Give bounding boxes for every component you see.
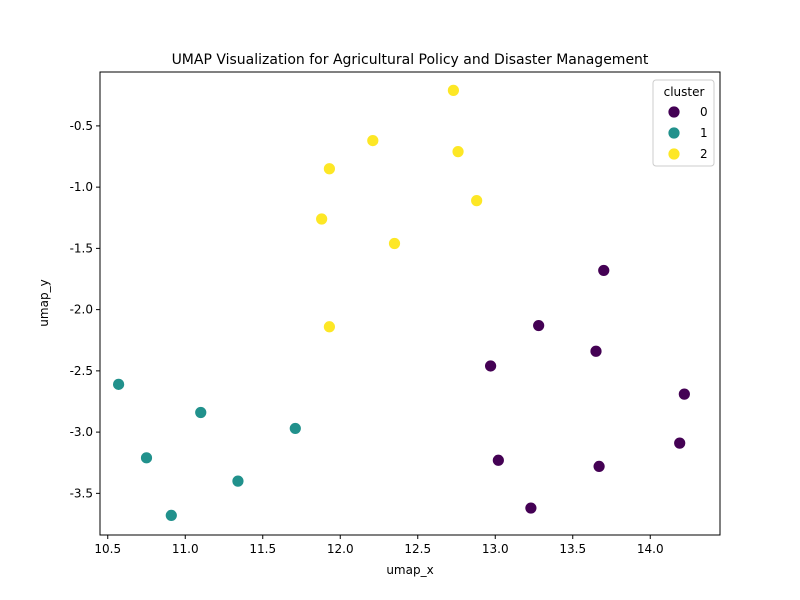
x-tick-label: 12.0 — [327, 542, 354, 556]
x-tick-label: 14.0 — [637, 542, 664, 556]
x-tick-label: 10.5 — [94, 542, 121, 556]
x-tick-label: 12.5 — [404, 542, 431, 556]
scatter-point-cluster-0 — [491, 453, 505, 467]
scatter-point-cluster-1 — [164, 509, 178, 522]
scatter-point-cluster-2 — [322, 320, 336, 334]
scatter-point-cluster-0 — [677, 387, 691, 401]
y-tick-label: -3.0 — [70, 425, 93, 439]
chart-title: UMAP Visualization for Agricultural Poli… — [172, 52, 649, 68]
legend-label: 2 — [700, 147, 708, 161]
scatter-point-cluster-0 — [592, 460, 606, 473]
legend-entries: 0 1 2 — [667, 105, 708, 161]
plot-frame — [99, 71, 721, 536]
scatter-point-cluster-2 — [366, 134, 380, 147]
y-tick-label: -2.0 — [70, 303, 93, 317]
x-tick-label: 13.5 — [559, 542, 586, 556]
scatter-point-cluster-2 — [388, 237, 401, 250]
y-axis-label: umap_y — [37, 279, 51, 326]
axis-ticks: 10.5 11.0 11.5 12.0 12.5 13.0 13.5 14.0 -0.5 -1.0… — [70, 119, 664, 556]
y-tick-label: -1.0 — [70, 180, 93, 194]
scatter-point-cluster-1 — [112, 377, 125, 391]
x-axis-label: umap_x — [386, 563, 433, 577]
legend-title: cluster — [664, 85, 705, 99]
scatter-point-cluster-2 — [446, 83, 460, 97]
legend-marker — [667, 147, 681, 161]
scatter-point-cluster-1 — [231, 474, 245, 488]
scatter-point-cluster-0 — [532, 319, 546, 332]
scatter-point-cluster-2 — [451, 145, 465, 159]
data-points — [112, 83, 691, 522]
legend-box — [652, 79, 715, 167]
scatter-point-cluster-2 — [315, 212, 329, 226]
scatter-point-cluster-2 — [470, 194, 484, 208]
x-tick-label: 11.5 — [249, 542, 276, 556]
y-tick-label: -2.5 — [70, 364, 93, 378]
scatter-point-cluster-0 — [589, 344, 603, 358]
legend-marker — [667, 105, 681, 119]
y-tick-label: -1.5 — [70, 241, 93, 255]
legend-label: 0 — [700, 105, 708, 119]
x-tick-label: 13.0 — [482, 542, 509, 556]
y-tick-label: -3.5 — [70, 486, 93, 500]
legend-label: 1 — [700, 126, 708, 140]
scatter-point-cluster-0 — [673, 436, 687, 450]
legend-marker — [667, 126, 681, 140]
x-tick-label: 11.0 — [172, 542, 199, 556]
y-tick-label: -0.5 — [70, 119, 93, 133]
scatter-point-cluster-1 — [140, 451, 153, 465]
scatter-point-cluster-0 — [484, 359, 498, 373]
scatter-point-cluster-1 — [194, 406, 208, 419]
scatter-point-cluster-2 — [322, 162, 336, 176]
scatter-point-cluster-0 — [597, 264, 611, 277]
legend: cluster 0 1 2 — [652, 79, 715, 167]
scatter-point-cluster-1 — [288, 422, 302, 435]
scatter-point-cluster-0 — [524, 501, 538, 515]
